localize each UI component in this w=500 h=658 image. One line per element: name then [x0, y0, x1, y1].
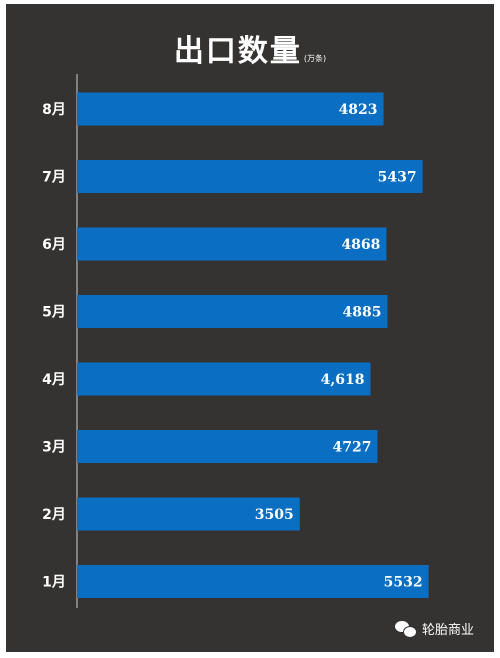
y-tick-label: 8月 — [42, 102, 66, 118]
bar-1 — [77, 92, 384, 126]
y-tick-label: 6月 — [42, 237, 66, 253]
y-tick-label: 5月 — [42, 305, 66, 321]
data-label: 4,618 — [321, 372, 365, 388]
data-label: 4823 — [339, 102, 378, 118]
y-tick-label: 2月 — [42, 507, 66, 523]
bar-3 — [77, 227, 387, 261]
bar-4 — [77, 295, 388, 328]
bar-chart: 8月 4823 7月 5437 6月 4868 5月 4885 4月 4,618 3月 4727 2月 3… — [42, 74, 429, 608]
y-tick-label: 4月 — [42, 372, 66, 388]
data-label: 5437 — [378, 170, 417, 186]
data-label: 5532 — [384, 575, 423, 591]
y-tick-label: 7月 — [42, 170, 66, 186]
bar-6 — [77, 430, 378, 463]
y-tick-label: 3月 — [42, 440, 66, 456]
watermark: 轮胎商业 — [394, 619, 474, 638]
wechat-icon — [394, 620, 417, 638]
data-label: 4885 — [343, 305, 382, 321]
bar-7 — [77, 497, 300, 531]
bar-8 — [77, 565, 429, 598]
bar-5 — [77, 362, 371, 396]
data-label: 4868 — [341, 237, 380, 253]
bar-2 — [77, 160, 423, 193]
chart-panel: 出口数量 (万条) 8月 4823 7月 5437 6月 4868 5月 4885 4月 4,618… — [6, 4, 494, 652]
chart-title-text: 出口数量 — [173, 34, 302, 69]
data-label: 3505 — [255, 507, 294, 523]
y-tick-label: 1月 — [42, 575, 66, 591]
data-label: 4727 — [332, 440, 371, 456]
watermark-text: 轮胎商业 — [421, 623, 474, 638]
chart-unit: (万条) — [303, 54, 327, 63]
chart-title: 出口数量 (万条) — [6, 26, 494, 70]
